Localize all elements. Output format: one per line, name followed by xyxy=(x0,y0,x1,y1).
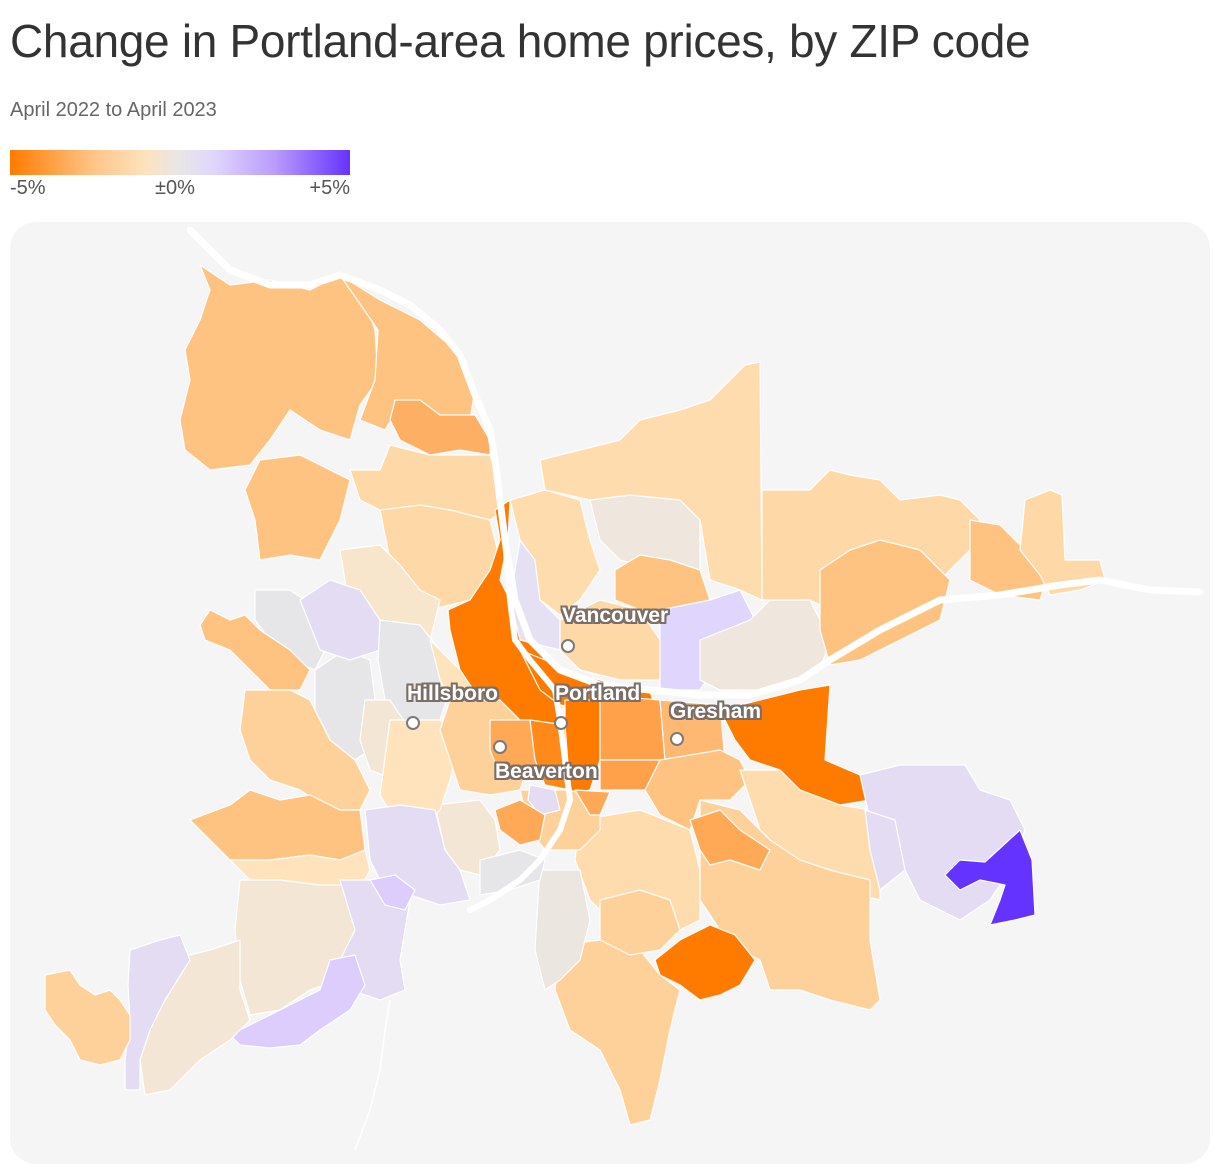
zip-region[interactable] xyxy=(554,939,681,1126)
zip-region[interactable] xyxy=(599,889,681,956)
color-legend: -5% ±0% +5% xyxy=(10,150,350,201)
tributary-river xyxy=(354,999,391,1151)
zip-region[interactable] xyxy=(539,361,763,601)
choropleth-map[interactable]: Vancouver Portland Hillsboro Gresham Bea… xyxy=(10,222,1210,1164)
zip-region[interactable] xyxy=(644,749,751,831)
zip-region[interactable] xyxy=(509,489,601,616)
city-label-hillsboro: Hillsboro xyxy=(407,682,499,705)
legend-labels: -5% ±0% +5% xyxy=(10,175,350,201)
legend-gradient-bar xyxy=(10,150,350,175)
zip-region[interactable] xyxy=(819,539,951,666)
city-marker-vancouver[interactable] xyxy=(561,639,575,653)
legend-min-label: -5% xyxy=(10,177,46,199)
zip-region[interactable] xyxy=(699,599,831,691)
city-marker-portland[interactable] xyxy=(554,716,568,730)
zip-region[interactable] xyxy=(864,809,906,891)
zip-region[interactable] xyxy=(527,784,561,816)
page-subtitle: April 2022 to April 2023 xyxy=(10,99,217,121)
zip-region[interactable] xyxy=(654,924,756,1001)
map-svg xyxy=(44,226,1204,1151)
columbia-river xyxy=(186,226,1204,699)
city-marker-beaverton[interactable] xyxy=(493,740,507,754)
city-label-portland: Portland xyxy=(555,682,641,705)
zip-region[interactable] xyxy=(369,874,416,911)
page-title: Change in Portland-area home prices, by … xyxy=(10,15,1031,67)
zip-region[interactable] xyxy=(494,799,546,846)
city-marker-hillsboro[interactable] xyxy=(406,716,420,730)
legend-max-label: +5% xyxy=(309,177,350,199)
city-marker-gresham[interactable] xyxy=(670,732,684,746)
zip-region[interactable] xyxy=(179,264,379,471)
zip-region[interactable] xyxy=(199,609,311,691)
willamette-river xyxy=(467,537,573,913)
zip-region[interactable] xyxy=(429,639,481,701)
zip-region[interactable] xyxy=(229,954,366,1049)
zip-region[interactable] xyxy=(479,849,546,896)
zip-region[interactable] xyxy=(944,829,1036,926)
zip-region[interactable] xyxy=(534,869,591,991)
city-label-beaverton: Beaverton xyxy=(495,760,598,783)
zip-region[interactable] xyxy=(689,809,771,871)
zip-region[interactable] xyxy=(44,969,131,1066)
zip-region[interactable] xyxy=(574,789,611,816)
city-label-gresham: Gresham xyxy=(670,700,762,723)
city-label-vancouver: Vancouver xyxy=(562,604,669,627)
zip-region[interactable] xyxy=(244,454,351,561)
legend-mid-label: ±0% xyxy=(155,177,195,199)
